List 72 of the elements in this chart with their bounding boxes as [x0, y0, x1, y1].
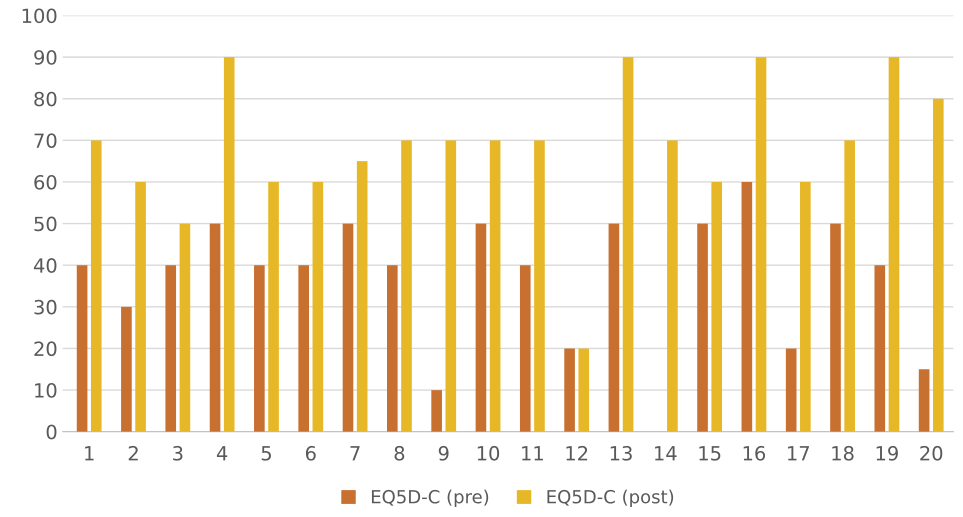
- bar: [342, 224, 354, 432]
- y-tick-label: 20: [34, 341, 56, 356]
- bar: [918, 369, 930, 432]
- y-tick-label: 40: [34, 258, 56, 273]
- x-tick-label: 2: [128, 446, 138, 460]
- x-tick-label: 15: [699, 446, 720, 461]
- bar: [476, 224, 486, 432]
- bar: [386, 265, 398, 432]
- x-tick-label: 11: [522, 446, 543, 460]
- bar: [742, 182, 752, 432]
- bar: [830, 224, 841, 432]
- bar: [622, 57, 634, 432]
- bar: [165, 265, 176, 432]
- bar: [564, 348, 575, 432]
- x-tick-label: 12: [566, 446, 588, 460]
- y-tick-label: 10: [35, 383, 56, 398]
- bar: [520, 265, 531, 432]
- x-tick-label: 19: [876, 446, 898, 461]
- x-tick-label: 20: [920, 446, 942, 461]
- bar: [786, 348, 796, 432]
- x-tick-label: 18: [832, 446, 854, 461]
- bar: [608, 224, 620, 432]
- bar: [932, 98, 944, 432]
- bar: [254, 265, 265, 432]
- x-tick-label: 6: [306, 446, 316, 461]
- bar: [800, 182, 811, 432]
- x-tick-label: 4: [216, 446, 228, 460]
- x-tick-label: 17: [788, 446, 809, 460]
- bar: [356, 161, 368, 432]
- bar: [490, 140, 500, 432]
- bar: [711, 182, 722, 432]
- y-tick-label: 100: [22, 8, 56, 24]
- legend-label: EQ5D-C (pre): [372, 490, 488, 508]
- bar: [224, 57, 235, 432]
- x-tick-label: 16: [744, 446, 766, 461]
- bar: [135, 182, 146, 432]
- x-tick-label: 5: [262, 446, 271, 461]
- bar: [298, 265, 309, 432]
- bar: [667, 140, 678, 432]
- bar: [844, 140, 855, 432]
- y-tick-label: 70: [34, 133, 56, 148]
- x-tick-label: 10: [478, 446, 500, 461]
- y-tick-label: 60: [34, 174, 56, 190]
- bar: [578, 348, 590, 432]
- y-tick-label: 50: [34, 216, 56, 232]
- bar: [431, 390, 442, 432]
- bar: [180, 224, 190, 432]
- bar: [312, 182, 324, 432]
- bar: [76, 265, 88, 432]
- x-tick-label: 1: [85, 446, 94, 460]
- bar: [888, 57, 900, 432]
- x-tick-label: 3: [173, 446, 182, 461]
- bar: [210, 224, 220, 432]
- bar: [121, 306, 132, 432]
- bar: [697, 224, 708, 432]
- y-tick-label: 90: [34, 50, 56, 65]
- y-tick-label: 80: [34, 92, 56, 106]
- bar: [874, 265, 886, 432]
- x-tick-label: 14: [655, 446, 677, 460]
- legend-label: EQ5D-C (post): [547, 490, 674, 508]
- y-tick-label: 0: [46, 424, 56, 440]
- bar: [90, 140, 102, 432]
- x-tick-label: 7: [350, 446, 360, 460]
- x-tick-label: 9: [438, 446, 449, 461]
- bar: [756, 57, 766, 432]
- bar: [268, 182, 279, 432]
- y-tick-label: 30: [34, 300, 56, 315]
- x-tick-label: 13: [610, 446, 632, 461]
- bar: [534, 140, 545, 432]
- x-tick-label: 8: [394, 446, 404, 461]
- bar: [445, 140, 456, 432]
- bar: [401, 140, 412, 432]
